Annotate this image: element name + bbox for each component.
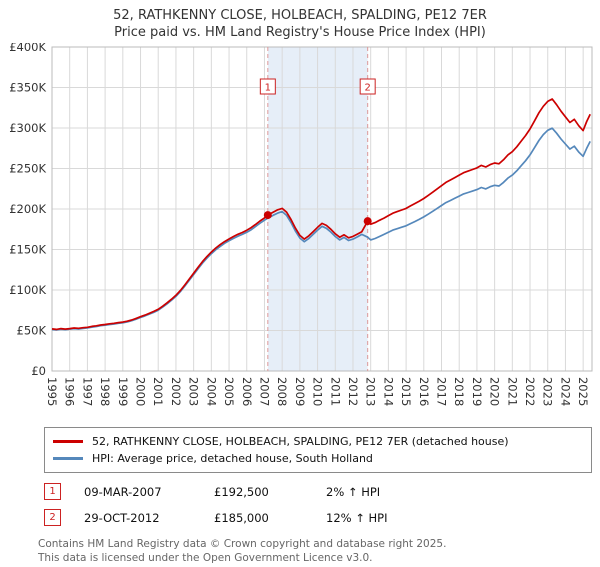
svg-text:2001: 2001 bbox=[151, 377, 165, 406]
svg-text:2015: 2015 bbox=[399, 377, 413, 406]
svg-text:2024: 2024 bbox=[558, 377, 572, 406]
svg-text:2005: 2005 bbox=[222, 377, 236, 406]
sale-1-hpi-delta: 2% ↑ HPI bbox=[326, 484, 381, 499]
sale-2-hpi-delta: 12% ↑ HPI bbox=[326, 510, 388, 525]
sale-2-date: 29-OCT-2012 bbox=[84, 510, 160, 525]
svg-text:2008: 2008 bbox=[275, 377, 289, 406]
legend-item-hpi: HPI: Average price, detached house, Sout… bbox=[53, 450, 583, 467]
svg-text:£50K: £50K bbox=[17, 324, 47, 338]
svg-text:1998: 1998 bbox=[98, 377, 112, 406]
svg-text:£400K: £400K bbox=[9, 43, 46, 54]
property-line-swatch bbox=[53, 440, 83, 443]
svg-text:£250K: £250K bbox=[9, 162, 46, 176]
svg-text:2003: 2003 bbox=[187, 377, 201, 406]
sales-annotations: 1 09-MAR-2007 £192,500 2% ↑ HPI 2 29-OCT… bbox=[44, 483, 600, 526]
price-chart-page: 52, RATHKENNY CLOSE, HOLBEACH, SPALDING,… bbox=[0, 7, 600, 565]
sale-2-price: £185,000 bbox=[214, 510, 269, 525]
svg-text:2004: 2004 bbox=[204, 377, 218, 406]
hpi-line-swatch bbox=[53, 457, 83, 460]
svg-text:2006: 2006 bbox=[240, 377, 254, 406]
svg-text:2007: 2007 bbox=[257, 377, 271, 406]
license-footer-line2: This data is licensed under the Open Gov… bbox=[38, 551, 373, 564]
svg-text:£350K: £350K bbox=[9, 81, 46, 95]
svg-text:£100K: £100K bbox=[9, 283, 46, 297]
svg-text:2010: 2010 bbox=[311, 377, 325, 406]
svg-text:2012: 2012 bbox=[346, 377, 360, 406]
sale-1-marker: 1 bbox=[44, 483, 61, 500]
page-title: 52, RATHKENNY CLOSE, HOLBEACH, SPALDING,… bbox=[113, 8, 487, 23]
svg-text:£150K: £150K bbox=[9, 243, 46, 257]
svg-text:£300K: £300K bbox=[9, 121, 46, 135]
svg-text:1999: 1999 bbox=[116, 377, 130, 406]
svg-text:2025: 2025 bbox=[576, 377, 590, 406]
svg-text:£0: £0 bbox=[31, 364, 46, 378]
sale-annotation-1: 1 09-MAR-2007 £192,500 2% ↑ HPI bbox=[44, 483, 600, 500]
page-subtitle: Price paid vs. HM Land Registry's House … bbox=[114, 25, 486, 40]
sale-1-date: 09-MAR-2007 bbox=[84, 484, 162, 499]
svg-text:2019: 2019 bbox=[470, 377, 484, 406]
svg-text:2021: 2021 bbox=[505, 377, 519, 406]
chart-legend: 52, RATHKENNY CLOSE, HOLBEACH, SPALDING,… bbox=[44, 427, 592, 473]
svg-text:2023: 2023 bbox=[541, 377, 555, 406]
svg-text:2016: 2016 bbox=[417, 377, 431, 406]
svg-text:2020: 2020 bbox=[488, 377, 502, 406]
svg-text:2002: 2002 bbox=[169, 377, 183, 406]
svg-text:2: 2 bbox=[364, 83, 370, 94]
svg-text:2000: 2000 bbox=[134, 377, 148, 406]
svg-text:2011: 2011 bbox=[328, 377, 342, 406]
svg-text:1996: 1996 bbox=[63, 377, 77, 406]
sale-2-marker: 2 bbox=[44, 509, 61, 526]
svg-text:1995: 1995 bbox=[45, 377, 59, 406]
svg-text:2014: 2014 bbox=[381, 377, 395, 406]
svg-text:£200K: £200K bbox=[9, 202, 46, 216]
legend-item-property: 52, RATHKENNY CLOSE, HOLBEACH, SPALDING,… bbox=[53, 433, 583, 450]
sale-annotation-2: 2 29-OCT-2012 £185,000 12% ↑ HPI bbox=[44, 509, 600, 526]
license-footer-line1: Contains HM Land Registry data © Crown c… bbox=[38, 538, 447, 550]
svg-text:1: 1 bbox=[265, 83, 271, 94]
license-footer: Contains HM Land Registry data © Crown c… bbox=[38, 538, 600, 565]
sale-1-price: £192,500 bbox=[214, 484, 269, 499]
svg-text:2017: 2017 bbox=[435, 377, 449, 406]
svg-text:2009: 2009 bbox=[293, 377, 307, 406]
svg-text:2013: 2013 bbox=[364, 377, 378, 406]
legend-label-hpi: HPI: Average price, detached house, Sout… bbox=[92, 452, 373, 465]
legend-label-property: 52, RATHKENNY CLOSE, HOLBEACH, SPALDING,… bbox=[92, 435, 509, 448]
svg-text:2022: 2022 bbox=[523, 377, 537, 406]
price-history-chart: 1 2 £0 £50K £100K £150K £200K £250K £300K £350K £4… bbox=[9, 40, 593, 406]
svg-text:2018: 2018 bbox=[452, 377, 466, 406]
svg-text:1997: 1997 bbox=[80, 377, 94, 406]
